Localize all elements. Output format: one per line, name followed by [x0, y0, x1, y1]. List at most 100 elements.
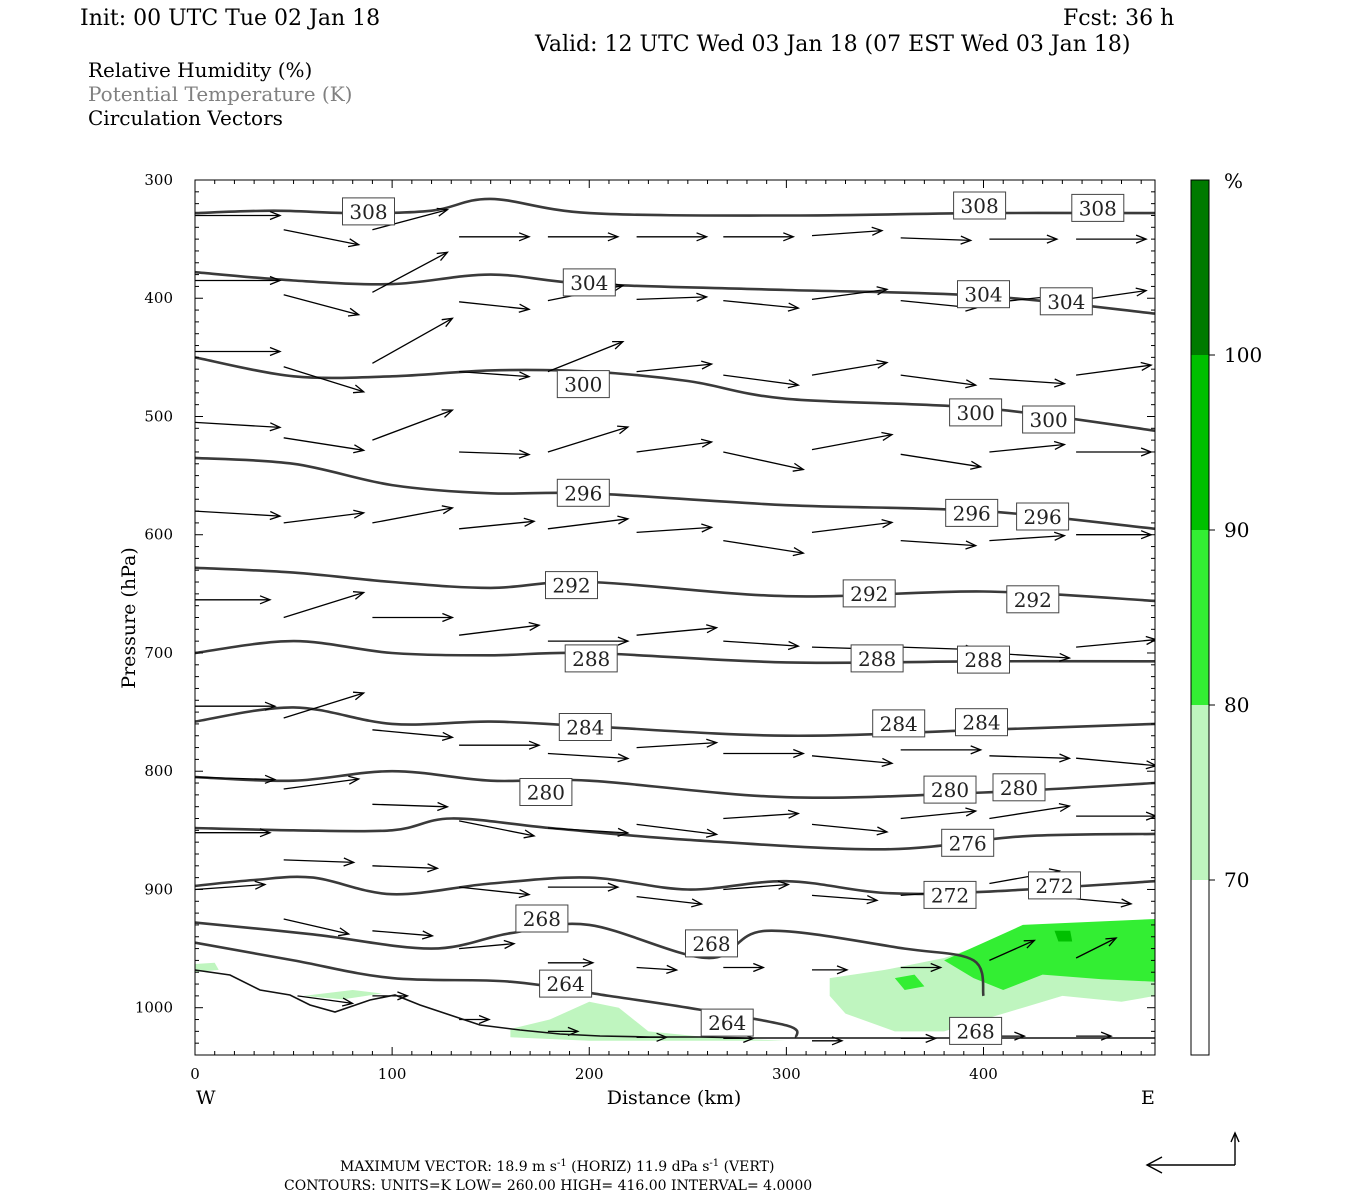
x-tick-label: 0 [190, 1065, 200, 1083]
vector-0 [195, 210, 282, 221]
vector-76 [1076, 757, 1155, 770]
svg-text:280: 280 [1000, 776, 1038, 800]
vector-17 [723, 299, 801, 312]
vector-92 [547, 882, 620, 892]
vector-58 [459, 621, 541, 636]
field-vectors-title: Circulation Vectors [88, 106, 283, 130]
vector-53 [989, 531, 1067, 542]
vector-91 [459, 886, 531, 899]
contour-label-292: 292 [545, 571, 598, 600]
terrain-line [194, 969, 1155, 1039]
theta-contours [195, 197, 1155, 1039]
vector-86 [989, 802, 1072, 820]
contour-label-280: 280 [519, 778, 573, 806]
vector-47 [459, 517, 536, 530]
y-tick-label: 600 [144, 526, 173, 544]
vector-16 [636, 292, 709, 302]
vector-70 [547, 752, 630, 763]
contour-label-308: 308 [953, 191, 1007, 220]
x-tick-label: 400 [969, 1065, 998, 1083]
forecast-hour: Fcst: 36 h [1063, 6, 1174, 31]
svg-text:296: 296 [1024, 505, 1062, 529]
vector-2 [372, 207, 450, 231]
x-east-label: E [1141, 1087, 1155, 1109]
rh-region-80-5 [894, 974, 925, 990]
colorbar-segment [1191, 880, 1209, 1055]
colorbar-segment [1191, 530, 1209, 705]
contours-info: CONTOURS: UNITS=K LOW= 260.00 HIGH= 416.… [284, 1178, 812, 1194]
vector-33 [195, 421, 282, 432]
theta-contour-308 [195, 197, 1155, 217]
svg-text:268: 268 [957, 1019, 995, 1043]
svg-text:272: 272 [931, 883, 969, 907]
svg-text:284: 284 [566, 716, 604, 740]
colorbar: 70 80 90 100 [1190, 179, 1262, 1056]
contour-label-288: 288 [564, 644, 618, 673]
vector-12 [283, 294, 361, 317]
vector-90 [372, 863, 440, 873]
vector-56 [283, 591, 366, 619]
svg-text:268: 268 [523, 907, 561, 931]
y-tick-label: 400 [144, 289, 173, 307]
x-axis-label: Distance (km) [607, 1087, 742, 1109]
theta-contour-296 [195, 456, 1155, 531]
contour-label-296: 296 [945, 498, 999, 527]
vector-48 [547, 515, 630, 530]
svg-text:308: 308 [1079, 196, 1117, 220]
vector-102 [459, 939, 516, 950]
vector-106 [812, 965, 849, 975]
rh-shading [195, 919, 1155, 1041]
vector-82 [636, 823, 719, 838]
contour-label-288: 288 [850, 644, 904, 673]
vector-43 [1076, 447, 1153, 457]
vector-14 [459, 301, 531, 313]
svg-text:288: 288 [964, 648, 1002, 672]
y-tick-label: 300 [144, 171, 173, 189]
vector-45 [283, 509, 366, 524]
vector-36 [459, 449, 531, 459]
vector-88 [195, 828, 272, 838]
contour-label-284: 284 [558, 713, 612, 741]
contour-label-304: 304 [1039, 287, 1093, 316]
vector-25 [459, 370, 531, 381]
vector-109 [1075, 937, 1118, 959]
svg-text:264: 264 [547, 972, 585, 996]
vector-104 [636, 964, 679, 975]
svg-text:292: 292 [552, 574, 590, 598]
colorbar-segment [1191, 180, 1209, 355]
vector-83 [723, 809, 801, 820]
vector-71 [636, 738, 719, 749]
svg-text:296: 296 [953, 501, 991, 525]
contour-label-272: 272 [1028, 871, 1081, 900]
contour-label-264: 264 [539, 969, 593, 998]
vector-59 [547, 636, 630, 646]
vector-4 [547, 232, 620, 242]
colorbar-unit: % [1224, 169, 1243, 193]
vector-31 [989, 377, 1067, 388]
theta-contour-280 [195, 769, 1155, 800]
vector-69 [459, 740, 541, 750]
vector-18 [811, 286, 889, 301]
vector-40 [811, 431, 894, 451]
vector-72 [723, 748, 806, 759]
vector-24 [372, 317, 454, 364]
vector-51 [811, 518, 894, 534]
vector-22 [195, 346, 282, 357]
vector-101 [372, 930, 435, 940]
colorbar-tick-label: 80 [1224, 693, 1249, 717]
vector-8 [900, 235, 973, 245]
axis-ticks: 300 400 500 600 700 800 900 1000 0 100 200 300 400 [135, 171, 1155, 1083]
vector-28 [723, 374, 801, 389]
y-tick-label: 700 [144, 644, 173, 662]
vector-74 [900, 745, 983, 755]
rh-region-70-3 [510, 1001, 787, 1041]
vector-1 [283, 229, 361, 248]
vector-108 [989, 939, 1036, 961]
svg-text:288: 288 [858, 647, 896, 671]
svg-text:292: 292 [1014, 588, 1052, 612]
vector-119 [1076, 1031, 1113, 1041]
theta-contour-284 [195, 706, 1155, 738]
svg-text:272: 272 [1035, 874, 1073, 898]
vector-52 [900, 539, 978, 550]
